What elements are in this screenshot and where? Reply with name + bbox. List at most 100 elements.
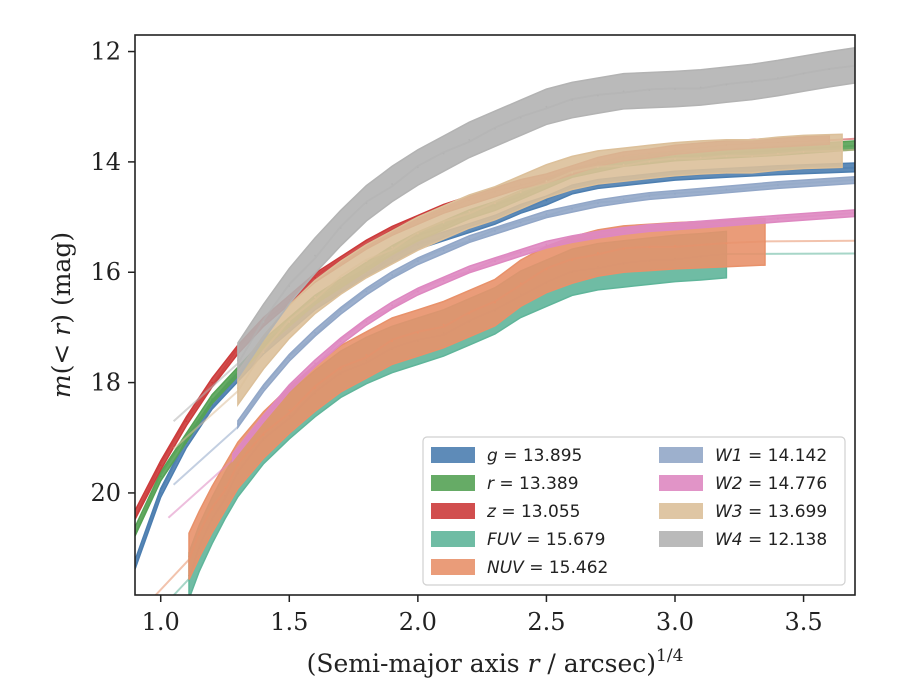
series-w2-point [725,221,728,224]
legend-label-w3: W3 = 13.699 [715,502,827,522]
series-w4-point [571,99,573,101]
series-nuv-point [391,340,393,343]
series-w3-point [777,152,779,155]
series-w1-point [674,193,676,195]
series-z-point [159,464,162,467]
series-w4-point [494,127,496,130]
plot-area [135,46,855,595]
series-w4-point [545,105,548,108]
series-nuv-point [339,367,342,370]
series-w1-point [391,274,393,276]
y-tick-label: 14 [90,148,121,176]
series-w3-point [262,351,265,354]
series-w1-point [597,202,599,205]
series-w2-point [622,230,625,232]
series-w3-point [802,151,805,153]
series-w2-point [494,260,496,263]
series-nuv-point [262,434,265,436]
series-w3-point [237,387,239,389]
y-tick-label: 20 [90,479,121,507]
series-w4-point [314,254,316,257]
legend-label-z: z = 13.055 [486,502,580,522]
series-w3-point [494,202,496,205]
x-tick-label: 1.0 [142,608,180,636]
series-w4-point [828,68,831,71]
series-nuv-point [725,242,728,245]
series-w1-point [571,207,573,210]
series-nuv-point [224,486,226,489]
legend-swatch-w4 [659,531,703,547]
series-w2-point [339,340,342,343]
series-w2-point [648,227,651,230]
series-w2-point [262,417,265,420]
legend-swatch-fuv [431,531,475,547]
series-w2-point [777,217,779,220]
series-w4-band [237,46,855,381]
series-nuv-point [188,555,190,558]
series-w1-point [288,356,291,359]
x-tick-label: 1.5 [270,608,308,636]
series-w1-point [468,238,471,241]
series-w3-point [674,158,676,161]
series-w3-point [545,180,548,183]
series-z-point [211,381,214,384]
series-nuv-point [519,282,522,285]
y-tick-label: 16 [90,258,121,286]
series-nuv-point [314,387,316,389]
series-w3-point [288,321,291,323]
series-w4-point [648,89,651,92]
series-w4-point [597,94,599,97]
series-w4-point [442,152,445,155]
y-tick-label: 12 [90,38,121,66]
series-w1-point [442,249,445,252]
series-w4-point [519,116,522,119]
series-w1-point [365,290,368,293]
legend: g = 13.895 r = 13.389 z = 13.055 FUV = 15.6… [422,436,846,586]
legend-label-fuv: FUV = 15.679 [487,530,605,550]
series-w4-point [699,86,702,89]
series-w3-point [468,210,471,213]
series-w2-band [231,209,855,463]
legend-swatch-r [431,475,475,491]
x-tick-label: 3.0 [656,608,694,636]
series-w2-point [571,238,573,241]
series-nuv-point [468,312,471,315]
series-w1-point [314,332,316,334]
y-axis-label: m(< r) (mag) [47,232,76,398]
series-w4-point [339,227,342,230]
legend-swatch-w1 [659,447,703,463]
legend-label-nuv: NUV = 15.462 [487,558,608,578]
series-w4-point [365,202,368,205]
series-nuv-point [494,301,496,304]
axis-ticks: 1.0 1.5 2.0 2.5 3.0 3.5 12 14 16 18 20 [90,38,822,636]
series-nuv-point [365,354,368,356]
legend-swatch-g [431,447,475,463]
series-w1-band [237,176,855,430]
series-r-point [211,398,214,400]
series-w3-point [391,246,393,249]
series-w2-point [545,243,548,246]
series-w1-point [545,213,548,216]
series-w2-point [519,252,522,254]
series-nuv-point [237,464,239,467]
series-nuv-point [442,323,445,326]
legend-swatch-w3 [659,503,703,519]
series-r-point [159,475,162,478]
series-w4-point [674,88,676,90]
plot-frame [134,34,856,596]
series-w3-point [314,296,316,298]
series-nuv-point [571,259,573,261]
series-w3-point [571,172,573,174]
series-w4-point [622,90,625,93]
series-nuv-point [597,252,599,254]
series-nuv-point [198,533,201,536]
series-nuv-point [764,241,766,243]
series-w2-point [231,456,234,458]
series-w2-point [417,290,419,293]
series-nuv-band [188,217,766,580]
series-nuv-point [417,332,419,334]
series-z-point [185,420,188,423]
legend-label-w1: W1 = 14.142 [715,446,827,466]
x-tick-label: 2.0 [399,608,437,636]
series-w3-point [519,191,522,194]
